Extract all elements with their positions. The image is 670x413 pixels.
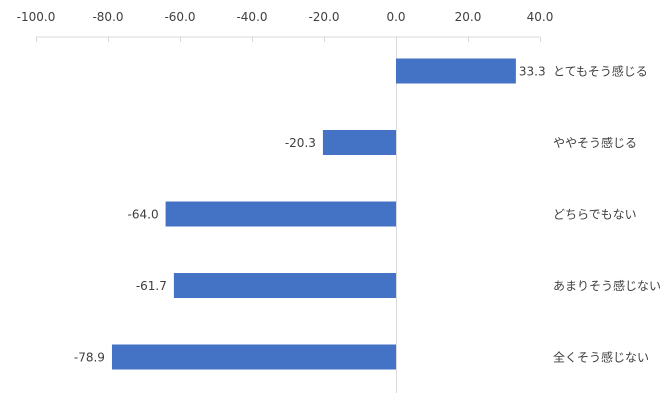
bar [165, 201, 396, 227]
bar [173, 273, 396, 298]
data-label: -20.3 [285, 136, 316, 150]
x-tick-label: -40.0 [236, 10, 267, 24]
category-label: どちらでもない [553, 208, 637, 222]
category-label: とてもそう感じる [553, 64, 648, 79]
x-tick-label: -60.0 [164, 10, 195, 24]
x-tick-label: 40.0 [527, 10, 554, 24]
x-tick-label: 20.0 [455, 10, 482, 24]
data-label: -78.9 [74, 351, 105, 365]
bar [396, 58, 516, 84]
labels: 33.3 とてもそう感じる -20.3 ややそう感じる -64.0 どちらでもない -61.… [74, 64, 661, 365]
data-label: 33.3 [519, 65, 546, 79]
data-label: -64.0 [128, 208, 159, 222]
x-axis: -100.0 -80.0 -60.0 -40.0 -20.0 0.0 20.0 40.0 [17, 10, 554, 393]
category-label: 全くそう感じない [553, 350, 649, 365]
category-label: ややそう感じる [553, 135, 637, 150]
x-tick-label: -80.0 [92, 10, 123, 24]
bars [111, 58, 516, 370]
x-tick-label: -100.0 [17, 10, 56, 24]
bar [111, 344, 397, 370]
category-label: あまりそう感じない [553, 278, 661, 293]
x-tick-label: -20.0 [308, 10, 339, 24]
x-tick-label: 0.0 [386, 10, 405, 24]
bar [322, 130, 396, 155]
data-label: -61.7 [136, 279, 167, 293]
